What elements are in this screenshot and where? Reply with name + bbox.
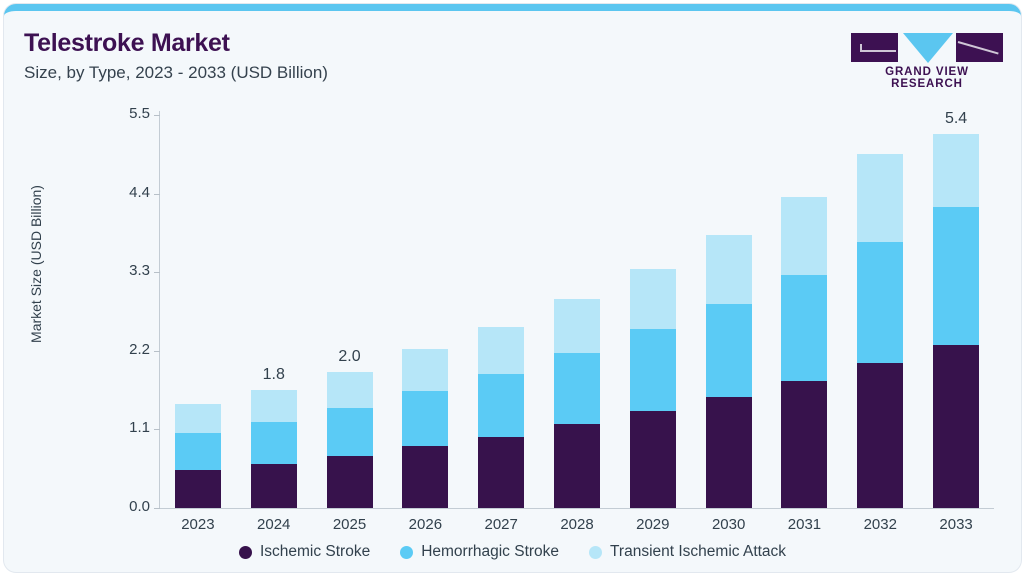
y-tick-mark — [154, 350, 160, 352]
y-tick-mark — [154, 272, 160, 274]
bar-segment-hemorrhagic-stroke[interactable] — [933, 207, 980, 346]
y-tick-label: 2.2 — [129, 340, 150, 358]
x-tick-label: 2027 — [484, 516, 518, 533]
y-tick-label: 4.4 — [129, 183, 150, 201]
bar-segment-hemorrhagic-stroke[interactable] — [857, 242, 904, 363]
y-axis-label: Market Size (USD Billion) — [28, 185, 44, 343]
bar-segment-hemorrhagic-stroke[interactable] — [402, 390, 449, 446]
bar-segment-hemorrhagic-stroke[interactable] — [781, 275, 828, 381]
bar-segment-transient-ischemic-attack[interactable] — [326, 371, 373, 408]
x-tick-label: 2024 — [257, 516, 291, 533]
y-tick-mark — [154, 429, 160, 431]
legend-item[interactable]: Hemorrhagic Stroke — [400, 543, 559, 561]
bar-group[interactable] — [554, 299, 600, 508]
bar-segment-ischemic-stroke[interactable] — [174, 470, 221, 508]
x-tick-label: 2023 — [181, 516, 215, 533]
x-tick-label: 2033 — [939, 516, 973, 533]
bar-group[interactable] — [629, 268, 676, 508]
legend-color-dot-icon — [238, 545, 252, 559]
bar-segment-hemorrhagic-stroke[interactable] — [554, 352, 600, 425]
x-tick-label: 2032 — [863, 516, 897, 533]
y-tick-mark — [154, 115, 160, 116]
bar-segment-transient-ischemic-attack[interactable] — [781, 197, 828, 276]
bar-segment-transient-ischemic-attack[interactable] — [705, 235, 752, 304]
bar-segment-ischemic-stroke[interactable] — [478, 436, 525, 508]
bar-segment-transient-ischemic-attack[interactable] — [174, 404, 221, 433]
legend-label: Hemorrhagic Stroke — [421, 543, 560, 560]
bar-group[interactable] — [174, 404, 221, 508]
bar-segment-ischemic-stroke[interactable] — [629, 410, 676, 508]
bar-segment-transient-ischemic-attack[interactable] — [629, 268, 676, 330]
legend-label: Transient Ischemic Attack — [610, 543, 787, 560]
legend-item[interactable]: Transient Ischemic Attack — [589, 543, 786, 561]
logo-left-line-icon — [860, 50, 896, 52]
x-tick-label: 2030 — [711, 516, 746, 533]
x-tick-label: 2031 — [787, 516, 822, 533]
bar-value-label: 2.0 — [338, 347, 361, 365]
x-tick-label: 2025 — [332, 516, 367, 533]
bar-segment-hemorrhagic-stroke[interactable] — [629, 329, 676, 411]
logo-left-tick-icon — [860, 44, 862, 51]
y-tick-mark — [154, 508, 160, 509]
legend-color-dot-icon — [400, 545, 414, 559]
bar-segment-ischemic-stroke[interactable] — [554, 424, 600, 508]
logo-wordmark: GRAND VIEW RESEARCH — [885, 66, 969, 90]
bar-segment-transient-ischemic-attack[interactable] — [250, 390, 297, 423]
bar-segment-transient-ischemic-attack[interactable] — [402, 349, 449, 391]
bar-segment-hemorrhagic-stroke[interactable] — [250, 422, 297, 464]
bar-group[interactable] — [402, 349, 449, 508]
bar-segment-transient-ischemic-attack[interactable] — [478, 326, 525, 374]
bar-segment-ischemic-stroke[interactable] — [402, 445, 449, 508]
logo-mark — [851, 33, 1003, 63]
bar-value-label: 5.4 — [944, 110, 968, 128]
y-tick-label: 3.3 — [129, 262, 150, 280]
legend-item[interactable]: Ischemic Stroke — [238, 543, 371, 561]
x-tick-label: 2029 — [636, 516, 670, 533]
logo-triangle-icon — [903, 33, 953, 63]
bar-segment-ischemic-stroke[interactable] — [857, 362, 904, 508]
bar-segment-transient-ischemic-attack[interactable] — [554, 299, 600, 353]
logo-left-block-icon — [851, 33, 898, 62]
bar-group[interactable]: 1.8 — [250, 366, 297, 508]
bar-group[interactable]: 5.4 — [933, 110, 980, 508]
chart-legend: Ischemic Stroke Hemorrhagic Stroke Transie… — [4, 543, 1021, 561]
bar-segment-ischemic-stroke[interactable] — [250, 463, 297, 508]
bar-group[interactable]: 2.0 — [326, 348, 373, 508]
bar-segment-transient-ischemic-attack[interactable] — [857, 154, 904, 243]
bar-segment-ischemic-stroke[interactable] — [326, 455, 373, 508]
bar-segment-hemorrhagic-stroke[interactable] — [705, 303, 752, 397]
page-title: Telestroke Market — [24, 29, 230, 57]
bar-segment-hemorrhagic-stroke[interactable] — [174, 432, 221, 471]
chart-card: Telestroke Market Size, by Type, 2023 - … — [4, 4, 1021, 572]
chart-subtitle: Size, by Type, 2023 - 2033 (USD Billion) — [24, 63, 328, 82]
bar-segment-hemorrhagic-stroke[interactable] — [478, 373, 525, 437]
y-tick-label: 5.5 — [129, 105, 150, 122]
y-tick-mark — [154, 193, 160, 195]
bar-segment-hemorrhagic-stroke[interactable] — [326, 407, 373, 456]
legend-label: Ischemic Stroke — [259, 543, 371, 560]
bar-segment-ischemic-stroke[interactable] — [781, 380, 828, 508]
bar-group[interactable] — [705, 235, 752, 508]
y-tick-label: 0.0 — [129, 498, 150, 515]
x-tick-label: 2028 — [560, 516, 594, 533]
bar-value-label: 1.8 — [262, 366, 285, 384]
y-tick-label: 1.1 — [129, 419, 150, 437]
bar-group[interactable] — [478, 326, 525, 508]
bar-group[interactable] — [781, 197, 828, 508]
bar-segment-transient-ischemic-attack[interactable] — [933, 134, 980, 208]
bar-segment-ischemic-stroke[interactable] — [933, 345, 980, 508]
grand-view-research-logo: GRAND VIEW RESEARCH — [851, 33, 1003, 90]
x-tick-label: 2026 — [408, 516, 443, 533]
bar-chart: Market Size (USD Billion) 0.0 1.1 2.2 3.3 4.… — [4, 11, 1021, 572]
chart-header: Telestroke Market Size, by Type, 2023 - … — [4, 11, 1021, 97]
y-axis-line — [159, 111, 160, 509]
bar-group[interactable] — [857, 154, 904, 508]
x-axis-line — [154, 508, 994, 509]
legend-color-dot-icon — [589, 545, 603, 559]
bar-segment-ischemic-stroke[interactable] — [705, 396, 752, 508]
logo-right-block-icon — [956, 33, 1003, 62]
